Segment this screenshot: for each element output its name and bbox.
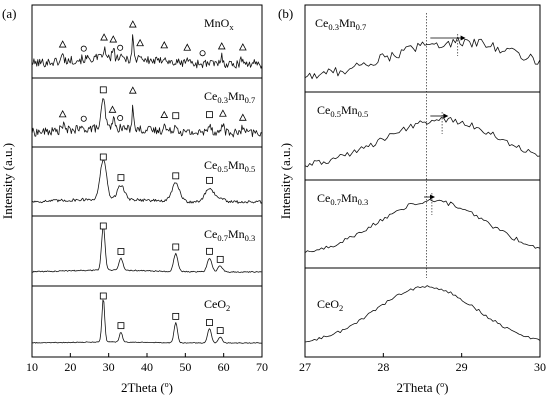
ceo2-square-marker — [172, 172, 180, 180]
panel-b-sample-label: Ce0.7Mn0.3 — [317, 191, 368, 207]
ceo2-square-marker — [117, 248, 125, 255]
ceo2-square-marker — [216, 327, 224, 334]
circle-phase-marker — [117, 115, 124, 122]
panel-a-trace-4 — [31, 226, 262, 273]
mn-oxide-triangle-marker — [136, 38, 144, 47]
panel-a-trace-1 — [31, 34, 263, 69]
panel-b-trace-2 — [304, 117, 541, 168]
mn-oxide-triangle-marker — [217, 42, 226, 50]
panel-a-y-axis-title: Intensity (a.u.) — [0, 143, 15, 219]
peak-shift-arrowhead — [460, 35, 466, 41]
mn-oxide-triangle-marker — [100, 33, 108, 41]
panel-a-xtick-label: 70 — [256, 360, 268, 374]
ceo2-square-marker — [117, 174, 125, 182]
ceo2-square-marker — [216, 255, 224, 263]
ceo2-square-marker — [117, 322, 125, 330]
mn-oxide-triangle-marker — [109, 35, 118, 43]
panel-a-sample-label: Ce0.3Mn0.7 — [204, 89, 255, 105]
ceo2-square-marker — [206, 319, 213, 326]
panel-a-label: (a) — [2, 6, 16, 21]
ceo2-square-marker — [99, 222, 107, 230]
panel-b-trace-3 — [304, 198, 541, 254]
panel-a-x-axis-title: 2Theta (o) — [121, 380, 173, 395]
ceo2-square-marker — [99, 86, 107, 94]
peak-shift-arrowhead — [443, 113, 449, 119]
mn-oxide-triangle-marker — [160, 110, 169, 118]
panel-a-sample-label: MnOx — [204, 16, 234, 32]
panel-b-y-axis-title: Intensity (a.u.) — [278, 143, 293, 219]
ceo2-square-marker — [172, 112, 180, 120]
ceo2-square-marker — [206, 247, 213, 255]
mn-oxide-triangle-marker — [238, 43, 247, 51]
mn-oxide-triangle-marker — [219, 109, 227, 117]
panel-a-xtick-label: 30 — [103, 360, 115, 374]
panel-b-label: (b) — [278, 6, 293, 21]
panel-b-xtick-label: 29 — [456, 360, 468, 374]
panel-b-x-axis-title: 2Theta (o) — [396, 380, 448, 395]
circle-phase-marker — [117, 44, 124, 51]
panel-b-xtick-label: 28 — [377, 360, 389, 374]
circle-phase-marker — [199, 50, 206, 57]
mn-oxide-triangle-marker — [238, 113, 247, 121]
ceo2-square-marker — [206, 176, 213, 184]
panel-b-xtick-label: 30 — [534, 360, 546, 374]
panel-b-frame — [304, 4, 541, 358]
mn-oxide-triangle-marker — [160, 41, 169, 49]
mn-oxide-triangle-marker — [128, 20, 137, 28]
panel-a-xtick-label: 20 — [64, 360, 76, 374]
panel-a-xtick-label: 40 — [141, 360, 153, 374]
ceo2-square-marker — [99, 153, 107, 161]
panel-b-sample-label: Ce0.3Mn0.7 — [315, 16, 366, 32]
panel-b-sample-label: CeO2 — [317, 297, 343, 313]
mn-oxide-triangle-marker — [128, 86, 137, 94]
ceo2-square-marker — [172, 312, 180, 320]
panel-a-sample-label: Ce0.7Mn0.3 — [204, 227, 255, 243]
panel-b-trace-1 — [304, 36, 541, 80]
peak-shift-arrowhead — [430, 194, 436, 200]
panel-a-xtick-label: 10 — [26, 360, 38, 374]
mn-oxide-triangle-marker — [183, 43, 192, 51]
mn-oxide-triangle-marker — [58, 40, 67, 48]
panel-a-trace-3 — [31, 159, 263, 204]
panel-a-xtick-label: 50 — [179, 360, 191, 374]
circle-phase-marker — [80, 45, 87, 52]
panel-b-xtick-label: 27 — [299, 360, 311, 374]
ceo2-square-marker — [172, 243, 180, 251]
mn-oxide-triangle-marker — [58, 110, 67, 118]
panel-a-trace-2 — [31, 98, 263, 138]
mn-oxide-triangle-marker — [108, 105, 117, 113]
panel-a-xtick-label: 60 — [218, 360, 230, 374]
circle-phase-marker — [80, 115, 87, 122]
panel-b-sample-label: Ce0.5Mn0.5 — [317, 103, 368, 119]
panel-b-trace-4 — [304, 285, 541, 343]
panel-a-sample-label: Ce0.5Mn0.5 — [204, 158, 255, 174]
ceo2-square-marker — [206, 111, 213, 119]
ceo2-square-marker — [99, 292, 107, 300]
panel-a-sample-label: CeO2 — [204, 297, 230, 313]
panel-a-trace-5 — [31, 299, 263, 344]
